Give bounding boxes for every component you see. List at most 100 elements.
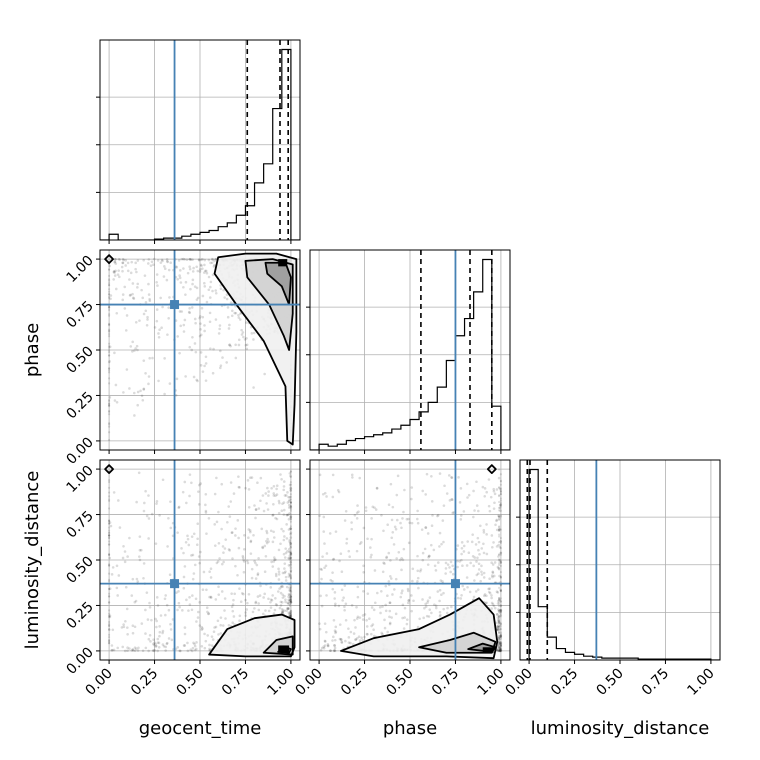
scatter-phase-vs-luminosity-distance-edge-point: [499, 575, 503, 578]
scatter-geocent-time-vs-luminosity-distance-point: [152, 638, 155, 642]
scatter-phase-vs-luminosity-distance-point: [498, 641, 502, 644]
histogram-phase: [310, 258, 510, 450]
scatter-geocent-time-vs-luminosity-distance-edge-point: [289, 595, 293, 598]
scatter-phase-vs-luminosity-distance-point: [329, 649, 332, 653]
scatter-phase-vs-luminosity-distance-point: [494, 523, 497, 527]
scatter-geocent-time-vs-phase-point: [188, 267, 192, 271]
scatter-geocent-time-vs-luminosity-distance-point: [196, 616, 200, 619]
scatter-geocent-time-vs-luminosity-distance-edge-point: [107, 615, 111, 619]
scatter-geocent-time-vs-luminosity-distance-point: [152, 649, 156, 653]
scatter-geocent-time-vs-luminosity-distance-point: [287, 607, 291, 610]
scatter-geocent-time-vs-luminosity-distance-point: [198, 601, 201, 604]
scatter-phase-vs-luminosity-distance-point: [333, 638, 337, 642]
scatter-geocent-time-vs-luminosity-distance-point: [281, 610, 284, 614]
scatter-geocent-time-vs-luminosity-distance-point: [209, 595, 213, 599]
scatter-geocent-time-vs-phase-edge-point: [107, 342, 111, 345]
scatter-geocent-time-vs-luminosity-distance-edge-point: [107, 633, 111, 636]
scatter-geocent-time-vs-luminosity-distance-point: [273, 558, 276, 562]
scatter-geocent-time-vs-luminosity-distance-edge-point: [107, 534, 111, 537]
scatter-geocent-time-vs-phase-point: [178, 351, 181, 355]
scatter-phase-vs-luminosity-distance-point: [416, 521, 420, 525]
scatter-geocent-time-vs-phase-point: [228, 343, 231, 347]
scatter-phase-vs-luminosity-distance-point: [497, 476, 501, 480]
scatter-phase-vs-luminosity-distance-point: [434, 569, 438, 572]
scatter-geocent-time-vs-luminosity-distance-point: [212, 630, 216, 634]
scatter-geocent-time-vs-luminosity-distance-point: [236, 573, 239, 577]
scatter-phase-vs-luminosity-distance-point: [319, 594, 322, 598]
scatter-phase-vs-luminosity-distance-edge-point: [497, 518, 501, 521]
scatter-geocent-time-vs-luminosity-distance-point: [242, 592, 245, 596]
scatter-geocent-time-vs-luminosity-distance-edge-point: [107, 612, 111, 615]
scatter-geocent-time-vs-luminosity-distance-truth-marker: [170, 579, 180, 589]
scatter-geocent-time-vs-luminosity-distance-edge-point: [289, 551, 293, 554]
scatter-geocent-time-vs-phase-point: [168, 382, 172, 385]
scatter-phase-vs-luminosity-distance-point: [321, 492, 325, 496]
scatter-phase-vs-luminosity-distance-edge-point: [499, 589, 503, 592]
scatter-phase-vs-luminosity-distance-edge-point: [499, 576, 503, 579]
scatter-geocent-time-vs-phase-point: [252, 331, 256, 335]
scatter-geocent-time-vs-luminosity-distance-point: [209, 576, 213, 579]
scatter-geocent-time-vs-luminosity-distance-point: [141, 649, 145, 653]
scatter-phase-vs-luminosity-distance-edge-point: [497, 621, 501, 625]
scatter-geocent-time-vs-phase-point: [180, 257, 184, 261]
scatter-phase-vs-luminosity-distance-point: [410, 497, 413, 501]
scatter-geocent-time-vs-luminosity-distance-point: [244, 598, 247, 602]
scatter-geocent-time-vs-luminosity-distance-point: [210, 635, 214, 638]
scatter-geocent-time-vs-luminosity-distance-point: [162, 644, 166, 648]
scatter-geocent-time-vs-luminosity-distance-edge-point: [107, 588, 111, 591]
scatter-phase-vs-luminosity-distance-point: [492, 507, 496, 510]
scatter-phase-vs-luminosity-distance-point: [369, 546, 372, 549]
scatter-geocent-time-vs-phase-point: [186, 271, 190, 275]
scatter-phase-vs-luminosity-distance-point: [332, 557, 336, 561]
scatter-geocent-time-vs-phase-point: [116, 273, 120, 276]
scatter-phase-vs-luminosity-distance-point: [496, 565, 500, 569]
scatter-geocent-time-vs-phase-point: [209, 280, 213, 284]
scatter-geocent-time-vs-luminosity-distance-point: [288, 598, 292, 602]
scatter-geocent-time-vs-luminosity-distance-point: [263, 570, 267, 574]
scatter-phase-vs-luminosity-distance-edge-point: [497, 486, 501, 489]
scatter-geocent-time-vs-luminosity-distance-point: [205, 606, 209, 609]
scatter-geocent-time-vs-luminosity-distance-edge-point: [107, 491, 111, 494]
scatter-geocent-time-vs-phase-point: [208, 296, 212, 299]
scatter-geocent-time-vs-luminosity-distance-edge-point: [107, 499, 111, 503]
scatter-geocent-time-vs-phase-point: [185, 258, 189, 261]
scatter-geocent-time-vs-phase-point: [203, 364, 206, 368]
scatter-geocent-time-vs-luminosity-distance-outlier-contour: [104, 464, 114, 474]
scatter-geocent-time-vs-phase-point: [112, 270, 116, 274]
scatter-geocent-time-vs-luminosity-distance-point: [288, 573, 292, 577]
scatter-geocent-time-vs-phase-point: [195, 298, 199, 301]
scatter-phase-vs-luminosity-distance-point: [375, 487, 379, 490]
scatter-phase-vs-luminosity-distance-edge-point: [497, 528, 501, 531]
scatter-phase-vs-luminosity-distance-point: [333, 649, 337, 653]
scatter-geocent-time-vs-luminosity-distance-point: [191, 553, 195, 557]
scatter-phase-vs-luminosity-distance-point: [499, 649, 502, 652]
scatter-geocent-time-vs-luminosity-distance-point: [202, 570, 206, 574]
scatter-geocent-time-vs-phase-edge-point: [107, 369, 111, 372]
scatter-phase-vs-luminosity-distance-edge-point: [499, 644, 503, 647]
scatter-phase-vs-luminosity-distance-point: [318, 514, 321, 518]
scatter-geocent-time-vs-luminosity-distance-point: [131, 631, 135, 635]
scatter-phase-vs-luminosity-distance-point: [497, 649, 500, 652]
scatter-geocent-time-vs-phase-point: [150, 260, 154, 264]
scatter-geocent-time-vs-luminosity-distance-point: [217, 593, 221, 596]
scatter-phase-vs-luminosity-distance-point: [492, 487, 496, 491]
scatter-geocent-time-vs-luminosity-distance-point: [152, 642, 155, 646]
scatter-geocent-time-vs-luminosity-distance-point: [270, 486, 273, 490]
scatter-phase-vs-luminosity-distance-point: [384, 603, 387, 607]
scatter-phase-vs-luminosity-distance-point: [381, 605, 384, 608]
scatter-phase-vs-luminosity-distance-point: [355, 605, 358, 609]
scatter-geocent-time-vs-luminosity-distance-point: [158, 630, 162, 634]
scatter-geocent-time-vs-luminosity-distance-point: [153, 641, 156, 644]
scatter-phase-vs-luminosity-distance-point: [470, 540, 474, 544]
scatter-geocent-time-vs-luminosity-distance-point: [208, 595, 211, 599]
scatter-geocent-time-vs-phase-edge-point: [107, 402, 111, 405]
scatter-geocent-time-vs-phase-point: [134, 347, 137, 350]
scatter-phase-vs-luminosity-distance-point: [356, 595, 360, 599]
scatter-phase-vs-luminosity-distance-point: [479, 579, 482, 583]
scatter-phase-vs-luminosity-distance-point: [325, 495, 328, 498]
scatter-geocent-time-vs-luminosity-distance-edge-point: [107, 592, 111, 595]
scatter-phase-vs-luminosity-distance-point: [440, 593, 443, 597]
scatter-geocent-time-vs-phase-point: [157, 332, 160, 335]
scatter-geocent-time-vs-phase-point: [193, 285, 197, 288]
scatter-phase-vs-luminosity-distance-point: [340, 570, 344, 573]
